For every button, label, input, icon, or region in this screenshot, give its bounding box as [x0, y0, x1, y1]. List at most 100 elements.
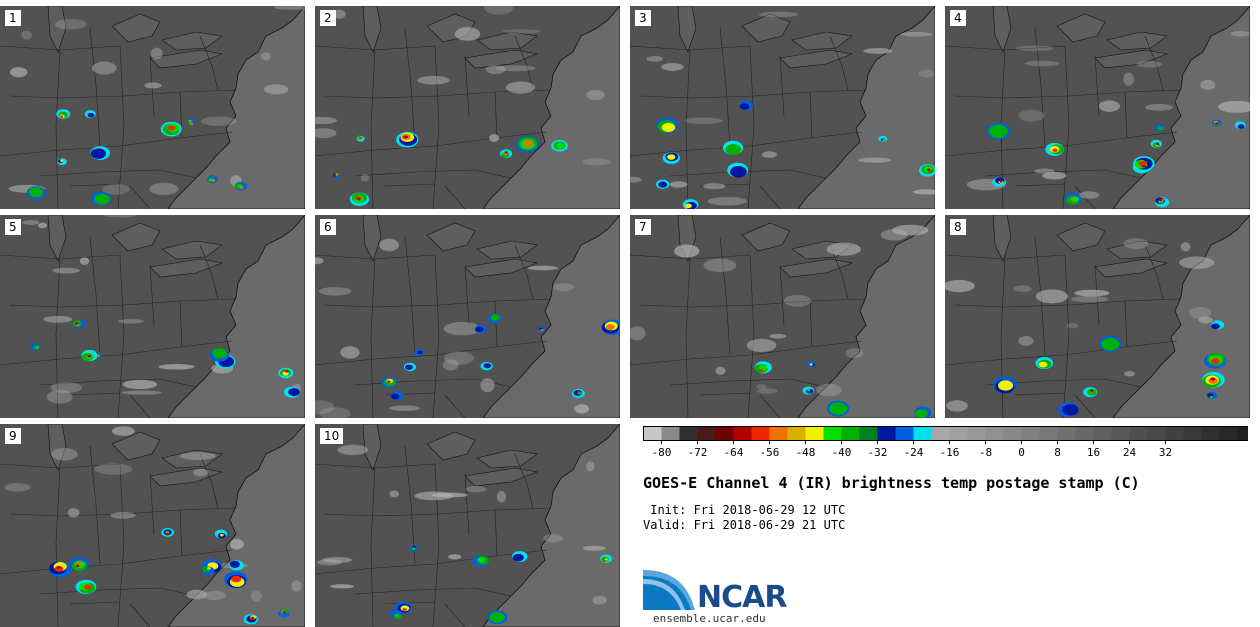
cloud-wisp — [582, 545, 606, 551]
satellite-map — [0, 6, 305, 209]
state-border — [117, 463, 125, 627]
cloud-wisp — [1200, 79, 1216, 91]
state-border — [809, 300, 813, 348]
storm-cell — [77, 322, 81, 325]
cloud-wisp — [260, 52, 271, 61]
colorbar-swatch — [1021, 426, 1040, 441]
cloud-wisp — [150, 47, 163, 60]
colorbar-swatch — [769, 426, 788, 441]
cloud-wisp — [946, 400, 968, 412]
state-border — [514, 35, 534, 91]
state-border — [354, 169, 512, 179]
state-border — [494, 91, 498, 139]
panel-number: 3 — [635, 10, 651, 26]
ocean-area — [797, 215, 935, 418]
storm-cell — [603, 559, 607, 562]
cloud-wisp — [769, 333, 787, 339]
colorbar-swatch — [949, 426, 968, 441]
cloud-wisp — [1070, 296, 1109, 303]
state-border — [315, 131, 548, 157]
cloud-wisp — [46, 390, 73, 404]
colorbar: -80 -72 -64 -56 -48 -40 -32 -24 -16 -8 0 8 16 24 32 — [643, 426, 1248, 459]
state-border — [55, 49, 61, 209]
cloud-wisp — [1066, 323, 1079, 329]
storm-cell — [332, 174, 336, 177]
colorbar-tick-label: -48 — [796, 446, 816, 459]
panel-number: 1 — [5, 10, 21, 26]
colorbar-swatch — [1129, 426, 1148, 441]
state-border — [809, 91, 813, 139]
cloud-wisp — [892, 224, 929, 236]
state-border — [0, 549, 233, 575]
storm-cell — [1070, 198, 1075, 201]
cloud-wisp — [414, 491, 454, 501]
state-border — [1144, 244, 1164, 300]
colorbar-swatch — [1219, 426, 1238, 441]
great-lake — [111, 13, 161, 43]
cloud-wisp — [118, 318, 145, 324]
colorbar-swatch — [679, 426, 698, 441]
cloud-wisp — [149, 182, 179, 195]
colorbar-tick-label: -16 — [940, 446, 960, 459]
cloud-wisp — [193, 468, 209, 477]
storm-cell — [759, 368, 764, 372]
storm-cell — [229, 560, 240, 568]
satellite-map — [0, 215, 305, 418]
state-border — [199, 244, 219, 300]
satellite-map — [945, 6, 1250, 209]
state-border — [179, 300, 183, 348]
great-lake — [362, 6, 382, 53]
cloud-wisp — [465, 485, 487, 493]
storm-cell — [56, 566, 61, 569]
cloud-wisp — [863, 48, 893, 54]
colorbar-swatch — [1237, 426, 1248, 441]
panel-number: 8 — [950, 219, 966, 235]
colorbar-swatch — [715, 426, 734, 441]
storm-cell — [60, 115, 64, 118]
storm-cell — [1159, 198, 1163, 202]
panel-number: 2 — [320, 10, 336, 26]
cloud-wisp — [110, 511, 136, 519]
storm-cell — [395, 614, 399, 617]
cloud-wisp — [816, 383, 842, 397]
cloud-wisp — [703, 258, 737, 273]
cloud-wisp — [186, 589, 207, 600]
colorbar-swatch — [661, 426, 680, 441]
storm-cell — [685, 203, 692, 209]
storm-cell — [988, 124, 1008, 138]
cloud-wisp — [111, 426, 135, 436]
storm-cell — [489, 611, 505, 623]
state-border — [699, 183, 751, 187]
state-border — [129, 394, 151, 418]
cloud-wisp — [480, 378, 495, 393]
colorbar-swatch — [1147, 426, 1166, 441]
cloud-wisp — [200, 116, 238, 126]
state-border — [0, 340, 233, 366]
map-panel-10: 10 — [315, 424, 620, 627]
cloud-wisp — [495, 65, 536, 72]
great-lake — [741, 222, 791, 252]
cloud-wisp — [783, 294, 812, 307]
cloud-wisp — [880, 229, 908, 241]
state-border — [39, 587, 197, 597]
cloud-wisp — [38, 222, 47, 229]
storm-cell — [335, 173, 339, 176]
cloud-wisp — [630, 176, 642, 183]
great-lake — [1106, 240, 1168, 260]
storm-cell — [88, 355, 92, 358]
state-border — [747, 254, 755, 418]
cloud-wisp — [1042, 171, 1067, 180]
cloud-wisp — [586, 461, 595, 472]
storm-cell — [730, 166, 747, 178]
storm-cell — [1209, 396, 1213, 399]
colorbar-swatch — [931, 426, 950, 441]
state-border — [432, 463, 440, 627]
colorbar-swatch — [1201, 426, 1220, 441]
great-lake — [47, 424, 67, 471]
state-border — [9, 95, 125, 99]
storm-cell — [882, 138, 886, 142]
cloud-wisp — [389, 490, 400, 498]
state-border — [1144, 35, 1164, 91]
cloud-wisp — [485, 65, 506, 75]
cloud-wisp — [1180, 242, 1191, 252]
